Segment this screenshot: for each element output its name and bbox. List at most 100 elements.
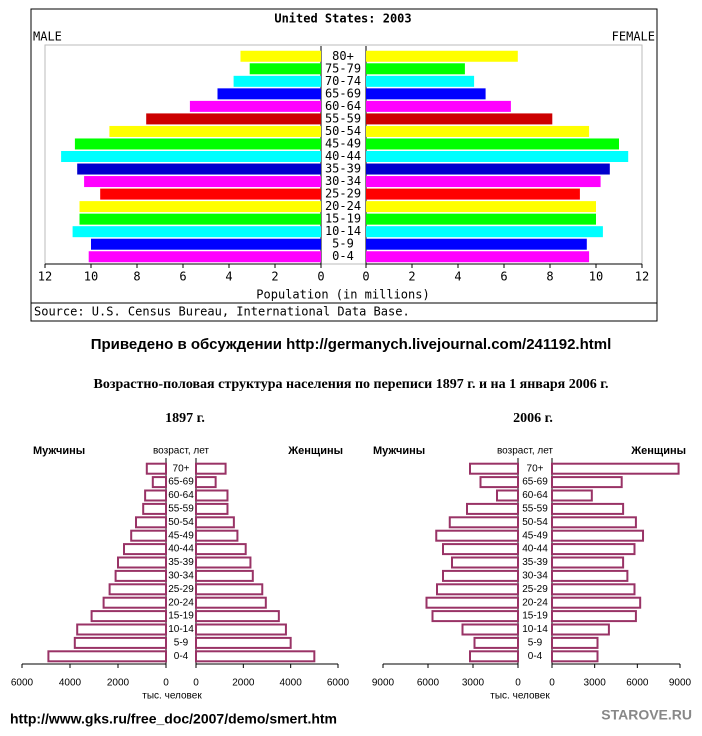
age-label: 60-64: [522, 490, 548, 501]
age-label: 55-59: [325, 111, 361, 125]
bar: [366, 50, 518, 62]
x-tick-label: 6000: [626, 678, 649, 689]
age-label: 0-4: [528, 651, 543, 662]
x-tick-label: 0: [317, 270, 324, 284]
bar: [79, 213, 321, 225]
x-axis-label: тыс. человек: [142, 691, 202, 702]
x-tick-label: 0: [362, 270, 369, 284]
age-label: 5-9: [174, 638, 189, 649]
age-label: 25-29: [168, 584, 194, 595]
x-tick-label: 0: [193, 678, 199, 689]
bar: [74, 138, 322, 150]
bar: [366, 238, 587, 250]
legend-male: MALE: [33, 30, 62, 44]
bar: [551, 462, 680, 475]
bar: [195, 556, 252, 569]
bar: [88, 251, 321, 263]
age-label: 30-34: [168, 571, 194, 582]
bar: [135, 516, 167, 529]
bar: [366, 201, 596, 213]
age-label: 10-14: [522, 624, 548, 635]
bar: [448, 516, 519, 529]
bar: [442, 543, 519, 556]
bar: [366, 151, 629, 162]
x-tick-label: 3000: [462, 678, 485, 689]
x-tick-label: 9000: [669, 678, 692, 689]
age-label: 65-69: [325, 86, 361, 100]
age-label: 45-49: [325, 136, 361, 150]
bar: [551, 502, 625, 515]
bar: [551, 529, 645, 542]
x-tick-label: 0: [549, 678, 555, 689]
note: Приведено в обсуждении http://germanych.…: [91, 336, 612, 353]
bar: [189, 100, 321, 112]
age-label: 5-9: [332, 237, 354, 251]
age-label: 45-49: [522, 530, 548, 541]
age-label: 30-34: [325, 174, 361, 188]
bar: [551, 476, 623, 489]
bar: [240, 50, 321, 62]
bar: [91, 238, 321, 250]
bar: [108, 583, 167, 596]
chart-title: 2006 г.: [513, 411, 553, 426]
legend-male: Мужчины: [373, 445, 425, 457]
x-tick-label: 10: [84, 270, 98, 284]
x-tick-label: 2000: [107, 678, 130, 689]
bar: [496, 489, 519, 502]
age-label: 55-59: [168, 504, 194, 515]
age-label: 45-49: [168, 530, 194, 541]
x-axis-label: тыс. человек: [490, 691, 550, 702]
age-label: 15-19: [522, 611, 548, 622]
bar: [551, 623, 610, 636]
footer-link: http://www.gks.ru/free_doc/2007/demo/sme…: [10, 711, 337, 727]
bar: [436, 583, 519, 596]
bar: [145, 462, 168, 475]
bar: [102, 596, 167, 609]
bar: [195, 502, 229, 515]
age-label: 20-24: [522, 597, 548, 608]
age-label: 70+: [173, 463, 190, 474]
bar: [551, 489, 593, 502]
age-label: 40-44: [325, 149, 361, 163]
bar: [195, 583, 264, 596]
age-label: 15-19: [325, 212, 361, 226]
bar: [195, 543, 247, 556]
x-tick-label: 6000: [327, 678, 350, 689]
age-label: 40-44: [168, 544, 194, 555]
bar: [435, 529, 519, 542]
x-tick-label: 8: [133, 270, 140, 284]
bar: [233, 75, 321, 87]
age-label: 50-54: [522, 517, 548, 528]
bar: [195, 462, 227, 475]
bar: [366, 188, 580, 200]
age-label: 0-4: [332, 249, 354, 263]
age-label: 70+: [527, 463, 544, 474]
age-label: 10-14: [325, 224, 361, 238]
bar: [469, 650, 519, 663]
bar: [109, 125, 322, 137]
bar: [551, 569, 629, 582]
age-label: 30-34: [522, 571, 548, 582]
age-label: 75-79: [325, 61, 361, 75]
legend-female: Женщины: [630, 445, 686, 457]
x-tick-label: 9000: [372, 678, 395, 689]
age-label: 60-64: [325, 99, 361, 113]
x-tick-label: 6: [179, 270, 186, 284]
bar: [366, 113, 553, 125]
age-label: 15-19: [168, 611, 194, 622]
x-tick-label: 2: [408, 270, 415, 284]
chart-title: 1897 г.: [165, 411, 205, 426]
bar: [451, 556, 519, 569]
x-tick-label: 2: [271, 270, 278, 284]
bar: [117, 556, 167, 569]
bar: [366, 213, 596, 225]
bar: [466, 502, 519, 515]
legend-male: Мужчины: [33, 445, 85, 457]
bar: [195, 569, 254, 582]
bar: [425, 596, 519, 609]
bar: [551, 556, 625, 569]
x-tick-label: 12: [635, 270, 649, 284]
x-axis-label: Population (in millions): [256, 288, 429, 302]
